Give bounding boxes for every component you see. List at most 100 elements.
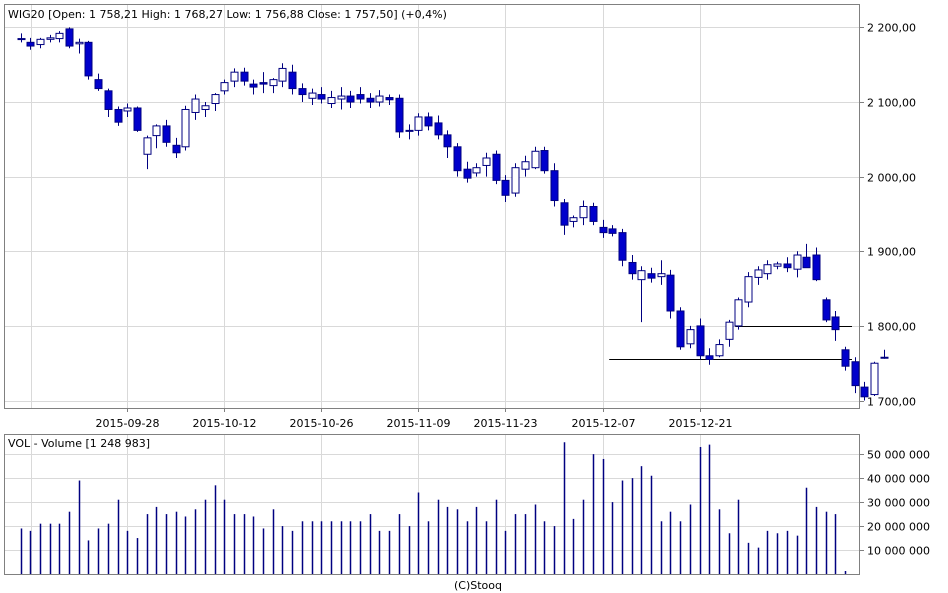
candle — [744, 272, 753, 308]
copyright: (C)Stooq — [454, 579, 502, 592]
candle — [259, 72, 268, 94]
candle — [657, 260, 666, 285]
candle-body — [540, 150, 549, 172]
candle-body — [288, 71, 297, 90]
candle-body — [298, 88, 307, 96]
y-tick-label: 1 900,00 — [867, 246, 916, 259]
candle — [725, 319, 734, 347]
candle — [686, 325, 695, 349]
candle-body — [152, 125, 161, 137]
candle-body — [851, 361, 860, 387]
candle — [26, 37, 35, 50]
candle — [521, 155, 530, 177]
y-tick-label: 20 000 000 — [867, 521, 930, 534]
candle-body — [637, 270, 646, 281]
candle — [55, 31, 64, 43]
candle — [482, 152, 491, 177]
candle-body — [346, 95, 355, 103]
y-tick-label: 1 700,00 — [867, 396, 916, 409]
candle — [812, 247, 821, 282]
candle — [317, 87, 326, 104]
candle — [540, 146, 549, 174]
y-tick-label: 1 800,00 — [867, 321, 916, 334]
candles — [17, 27, 889, 401]
candle-body — [104, 90, 113, 110]
y-tick-label: 2 200,00 — [867, 22, 916, 35]
volume-panel — [4, 434, 860, 575]
candle-body — [666, 274, 675, 312]
candle-body — [608, 228, 617, 234]
candle-body — [356, 94, 365, 100]
candle-body — [589, 206, 598, 222]
candle-body — [278, 67, 287, 82]
candle-body — [65, 28, 74, 47]
candle-body — [482, 157, 491, 166]
candle-body — [773, 263, 782, 267]
candle — [337, 87, 346, 110]
y-tick-label: 50 000 000 — [867, 449, 930, 462]
candle — [94, 73, 103, 91]
candle — [550, 163, 559, 207]
x-tick-label: 2015-12-07 — [572, 417, 636, 430]
x-tick-label: 2015-11-23 — [474, 417, 538, 430]
candle-body — [220, 82, 229, 92]
candle — [628, 255, 637, 280]
candle — [405, 124, 414, 140]
candle — [298, 83, 307, 103]
candle — [763, 260, 772, 280]
y-tick-label: 2 100,00 — [867, 97, 916, 110]
y-tick-label: 10 000 000 — [867, 545, 930, 558]
candle-body — [860, 386, 869, 398]
candle — [327, 90, 336, 108]
candle-body — [579, 206, 588, 219]
candle-body — [385, 97, 394, 101]
candle-body — [172, 144, 181, 154]
candle — [278, 63, 287, 88]
candle — [773, 261, 782, 270]
candle-body — [453, 146, 462, 172]
candle — [831, 310, 840, 341]
candle — [288, 64, 297, 95]
y-tick-label: 30 000 000 — [867, 497, 930, 510]
candle-body — [521, 161, 530, 170]
candle-body — [754, 269, 763, 278]
candle — [734, 297, 743, 330]
candle-body — [191, 98, 200, 113]
candle-body — [870, 362, 879, 396]
candle-body — [317, 94, 326, 100]
x-tick-label: 2015-10-12 — [193, 417, 257, 430]
candle — [443, 130, 452, 158]
candle-body — [84, 41, 93, 77]
candle — [560, 199, 569, 235]
candle-body — [337, 95, 346, 100]
candle-body — [802, 256, 811, 269]
candle-body — [133, 107, 142, 131]
volume-y-axis: 10 000 000 20 000 000 30 000 000 40 000 000… — [859, 449, 930, 558]
candle-body — [550, 170, 559, 202]
y-tick-label: 40 000 000 — [867, 473, 930, 486]
candle — [463, 161, 472, 183]
candle — [492, 150, 501, 185]
candle — [143, 135, 152, 170]
candle — [851, 357, 860, 394]
candle — [366, 93, 375, 108]
candle-body — [201, 105, 210, 110]
candle-body — [531, 150, 540, 169]
candle-body — [744, 276, 753, 303]
candle-body — [812, 254, 821, 281]
candle — [705, 348, 714, 365]
candle — [230, 68, 239, 88]
x-tick-label: 2015-12-21 — [669, 417, 733, 430]
candle — [65, 27, 74, 49]
candle-body — [628, 261, 637, 275]
candle — [181, 105, 190, 151]
candle — [637, 266, 646, 323]
price-title: WIG20 [Open: 1 758,21 High: 1 768,27 Low… — [8, 8, 447, 21]
candle-body — [94, 79, 103, 90]
candle — [472, 163, 481, 177]
candle — [424, 112, 433, 131]
candle — [666, 269, 675, 319]
candle-body — [443, 134, 452, 148]
candle-body — [618, 232, 627, 261]
